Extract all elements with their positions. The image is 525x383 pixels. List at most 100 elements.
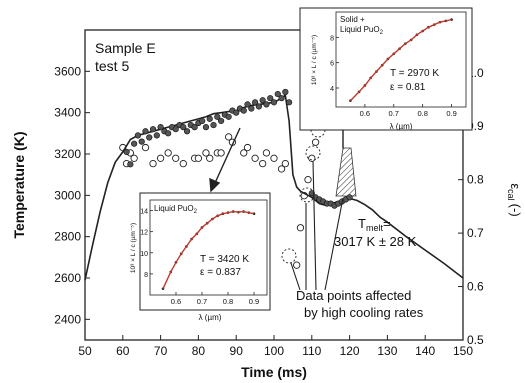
y-tick-label: 2400	[54, 312, 81, 326]
emissivity-point	[130, 154, 138, 162]
inset-liquid-xlabel: λ (µm)	[199, 313, 222, 322]
temperature-point	[153, 132, 160, 139]
inset-liquid-ylabel: 10³ × L / c (µm⁻⁵)	[130, 223, 137, 273]
inset-liquid-fit-temperature: T = 3420 K	[200, 254, 249, 265]
temperature-point	[127, 161, 134, 168]
emissivity-point	[243, 143, 252, 152]
x-tick-label: 140	[415, 344, 435, 358]
affected-note-line2: by high cooling rates	[304, 305, 424, 320]
emissivity-point	[206, 154, 214, 162]
y-tick-label: 2800	[54, 230, 81, 244]
emissivity-point	[172, 154, 180, 162]
emissivity-point	[194, 154, 203, 162]
temperature-point	[206, 115, 213, 122]
inset-liquid-axes: 0.6 0.7 0.8 0.9 8 10 12 14	[140, 209, 259, 306]
temperature-point	[233, 109, 240, 116]
emissivity-point	[281, 159, 289, 168]
temperature-point	[191, 124, 198, 131]
x-tick-label: 70	[154, 344, 168, 358]
temperature-point	[138, 138, 145, 145]
sample-label: Sample E	[95, 40, 156, 56]
x-tick-label: 110	[302, 344, 321, 358]
temperature-point	[240, 107, 247, 114]
inset-solid-xlabel: λ (µm)	[390, 122, 413, 131]
melt-value: 3017 K ± 28 K	[334, 234, 417, 249]
emissivity-point	[164, 149, 172, 157]
inset-solid-title-line1: Solid +	[340, 15, 365, 24]
y-tick-label: 3600	[54, 64, 81, 78]
temperature-point	[157, 124, 164, 131]
temperature-point	[244, 101, 251, 108]
melt-label: Tmelt=	[358, 216, 391, 233]
inset-x-tick-label: 0.7	[197, 297, 207, 306]
x-tick-label: 130	[377, 344, 397, 358]
x-axis: 50 60 70 80 90 100 110 120 130 140 150	[78, 335, 473, 358]
temperature-point	[346, 194, 353, 201]
inset-x-tick-label: 0.9	[446, 109, 456, 118]
emissivity-point	[240, 149, 248, 157]
temperature-point	[263, 101, 270, 108]
y2-tick-label: 0.7	[467, 226, 484, 240]
inset-solid-fit-emissivity: ε = 0.81	[390, 82, 426, 93]
inset-y-tick-label: 6	[330, 61, 334, 68]
y2-tick-label: 0.5	[467, 333, 484, 347]
inset-liquid-fit-emissivity: ε = 0.837	[200, 267, 241, 278]
hatched-region	[335, 147, 357, 197]
inset-arrow-liquid	[209, 127, 241, 193]
x-tick-label: 60	[116, 344, 130, 358]
arrow-line	[214, 127, 241, 184]
temperature-point	[270, 99, 278, 106]
x-tick-label: 90	[230, 344, 244, 358]
inset-x-tick-label: 0.6	[171, 297, 181, 306]
y-axis-temperature: 2400 2600 2800 3000 3200 3400 3600	[54, 64, 90, 326]
inset-solid-fit-line	[349, 18, 452, 102]
temperature-point	[149, 126, 157, 133]
y-tick-label: 3000	[54, 188, 81, 202]
x-tick-label: 80	[192, 344, 206, 358]
temperature-point	[146, 134, 153, 141]
emissivity-point	[179, 159, 187, 168]
y-tick-label: 3200	[54, 147, 81, 161]
emissivity-point	[270, 154, 278, 162]
inset-solid-fit-temperature: T = 2970 K	[390, 68, 439, 79]
temperature-point	[286, 99, 293, 106]
emissivity-point	[156, 154, 165, 162]
inset-solid-ylabel: 10³ × L / c (µm⁻⁵)	[311, 35, 318, 85]
emissivity-point	[217, 149, 225, 157]
x-tick-label: 120	[340, 344, 360, 358]
inset-y-tick-label: 8	[330, 35, 334, 42]
inset-liquid-frame	[149, 199, 268, 296]
temperature-point	[217, 117, 225, 125]
x-tick-label: 100	[264, 344, 284, 358]
inset-liquid-fit-line	[162, 210, 255, 289]
arrow-head	[209, 177, 221, 193]
inset-solid-axes: 0.6 0.7 0.8 0.9 4 6 8	[330, 35, 457, 118]
emissivity-point	[296, 224, 305, 232]
test-label: test 5	[95, 58, 129, 74]
inset-solid-frame	[335, 11, 467, 108]
emissivity-points	[119, 133, 320, 269]
y2-tick-label: 0.6	[467, 280, 484, 294]
temperature-point	[259, 97, 266, 104]
temperature-point	[210, 121, 217, 129]
inset-x-tick-label: 0.7	[389, 109, 399, 118]
inset-y-tick-label: 4	[330, 86, 334, 93]
emissivity-point	[259, 159, 267, 168]
affected-marker	[305, 145, 321, 161]
inset-x-tick-label: 0.8	[417, 109, 427, 118]
x-tick-label: 150	[453, 344, 473, 358]
emissivity-point	[141, 143, 150, 152]
y2-tick-label: 0.8	[467, 173, 484, 187]
inset-liquid-puo2: 0.6 0.7 0.8 0.9 8 10 12 14 Liquid PuO2 T = 3420…	[130, 192, 271, 322]
inset-y-tick-label: 12	[140, 230, 148, 237]
x-tick-label: 50	[78, 344, 92, 358]
temperature-point	[282, 88, 289, 96]
inset-x-tick-label: 0.8	[223, 297, 233, 306]
emissivity-point	[304, 176, 312, 184]
temperature-point	[274, 90, 281, 98]
temperature-point	[278, 95, 285, 102]
inset-solid-liquid-puo2: 0.6 0.7 0.8 0.9 4 6 8 Solid + Liquid PuO2 T = …	[299, 7, 473, 131]
x-axis-label: Time (ms)	[241, 364, 307, 380]
emissivity-point	[262, 149, 271, 157]
